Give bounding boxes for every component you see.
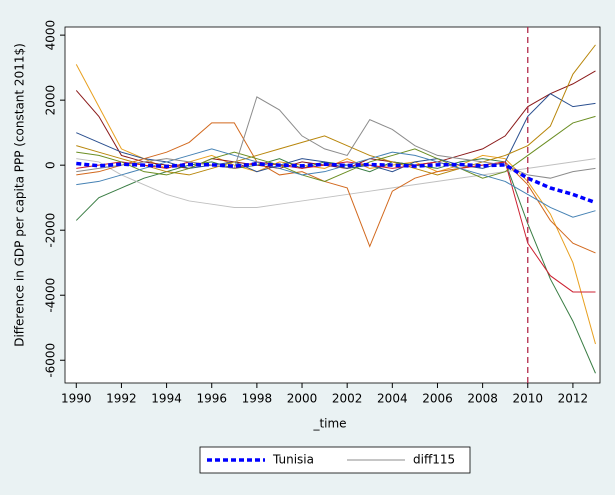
x-tick-label: 1998 [242, 392, 273, 406]
x-tick-label: 2000 [287, 392, 318, 406]
plot-area [64, 26, 601, 384]
y-tick-label: 4000 [44, 20, 58, 51]
series-line [76, 44, 596, 176]
series-line [76, 148, 596, 218]
x-tick-label: 2012 [558, 392, 589, 406]
y-axis-label: Difference in GDP per capita PPP (consta… [13, 43, 27, 347]
x-tick-label: 2002 [332, 392, 363, 406]
x-tick-label: 1992 [106, 392, 137, 406]
x-tick-label: 1996 [196, 392, 227, 406]
y-tick-label: -6000 [44, 343, 58, 378]
y-tick-label: 2000 [44, 85, 58, 116]
series-line [76, 158, 596, 208]
x-tick-label: 2004 [377, 392, 408, 406]
y-tick-label: -2000 [44, 213, 58, 248]
x-tick-label: 2006 [422, 392, 453, 406]
x-tick-label: 2008 [467, 392, 498, 406]
x-tick-label: 1994 [151, 392, 182, 406]
legend-label: diff115 [413, 453, 455, 467]
y-tick-label: -4000 [44, 278, 58, 313]
x-axis-label: _time [312, 417, 346, 431]
series-line [76, 161, 597, 205]
x-tick-label: 1990 [61, 392, 92, 406]
y-tick-label: 0 [44, 161, 58, 169]
series-line [75, 70, 596, 169]
legend [199, 446, 471, 474]
x-tick-label: 2010 [512, 392, 543, 406]
legend-label: Tunisia [272, 453, 314, 467]
